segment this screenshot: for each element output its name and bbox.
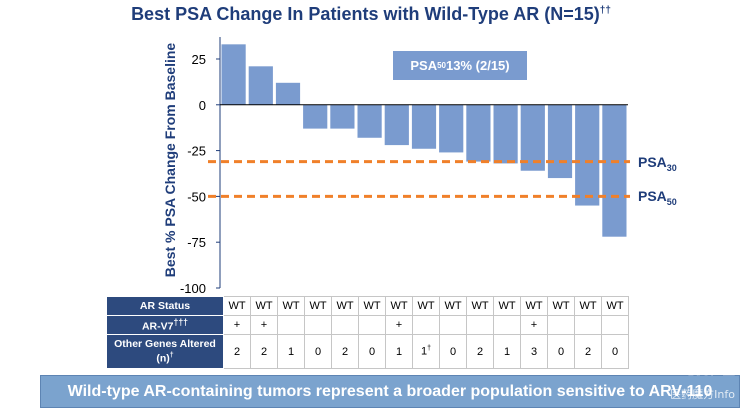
bar-patient-3: [275, 82, 301, 105]
table-cell: 1: [493, 334, 521, 369]
psa30-label-main: PSA: [638, 154, 667, 170]
annotation-prefix: PSA: [410, 58, 438, 73]
bar-patient-13: [547, 104, 573, 179]
bar-patient-11: [493, 104, 518, 164]
table-cell: [547, 315, 575, 335]
table-cell: 0: [358, 334, 386, 369]
table-cell: WT: [412, 296, 440, 316]
table-row: AR-V7††† + + + +: [106, 315, 629, 335]
table-cell: WT: [304, 296, 332, 316]
y-tick-label: 25: [192, 52, 206, 67]
bar-patient-14: [575, 104, 600, 206]
table-cell: 3: [520, 334, 548, 369]
table-cell: 0: [547, 334, 575, 369]
y-tick-label: -100: [180, 281, 206, 296]
table-cell: WT: [358, 296, 386, 316]
chart-title-text: Best PSA Change In Patients with Wild-Ty…: [131, 4, 600, 24]
table-cell: [331, 315, 359, 335]
row-header: AR-V7†††: [106, 315, 224, 335]
watermark-line2: 医药魔方Info: [670, 388, 735, 401]
bar-patient-12: [520, 104, 545, 171]
table-row: AR Status WT WT WT WT WT WT WT WT WT WT WT WT WT WT WT: [106, 296, 629, 316]
bar-patient-4: [303, 104, 328, 129]
bar-patient-2: [248, 66, 273, 105]
table-cell: 2: [223, 334, 251, 369]
y-tick-label: -75: [187, 235, 206, 250]
conclusion-banner: Wild-type AR-containing tumors represent…: [40, 375, 740, 408]
table-cell: 2: [250, 334, 278, 369]
watermark: 老虎社区 医药魔方Info: [641, 358, 735, 408]
bar-patient-15: [602, 104, 627, 237]
table-cell: WT: [331, 296, 359, 316]
table-cell: 0: [439, 334, 467, 369]
row-header: Other Genes Altered (n)†: [106, 334, 224, 369]
row-header: AR Status: [106, 296, 224, 316]
bar-patient-9: [439, 104, 464, 153]
psa50-annotation: PSA 50 13% (2/15): [393, 51, 527, 80]
psa50-label-main: PSA: [638, 188, 667, 204]
table-cell: WT: [250, 296, 278, 316]
table-cell: WT: [520, 296, 548, 316]
table-cell: +: [223, 315, 251, 335]
waterfall-chart: 25 0 -25 -50 -75 -100: [180, 37, 630, 296]
table-cell: [277, 315, 305, 335]
table-cell: 0: [304, 334, 332, 369]
y-tick-label: 0: [199, 98, 206, 113]
table-cell: +: [385, 315, 413, 335]
table-cell: WT: [277, 296, 305, 316]
y-tick-label: -25: [187, 144, 206, 159]
table-cell: 1†: [412, 334, 440, 369]
table-cell: +: [250, 315, 278, 335]
title-footnote: ††: [599, 5, 611, 16]
table-cell: +: [520, 315, 548, 335]
psa50-label: PSA50: [638, 188, 677, 207]
table-cell: WT: [223, 296, 251, 316]
bar-patient-7: [384, 104, 409, 146]
patient-attributes-table: AR Status WT WT WT WT WT WT WT WT WT WT WT WT WT WT WT A…: [106, 296, 629, 369]
annotation-text: 13% (2/15): [446, 58, 510, 73]
watermark-line1: 老虎社区: [682, 363, 735, 378]
table-cell: [574, 315, 602, 335]
table-row: Other Genes Altered (n)† 2 2 1 0 2 0 1 1† 0 2 1 3 0 2 0: [106, 334, 629, 369]
table-cell: 1: [385, 334, 413, 369]
table-cell: WT: [547, 296, 575, 316]
table-cell: 2: [466, 334, 494, 369]
chart-title: Best PSA Change In Patients with Wild-Ty…: [0, 4, 742, 25]
psa50-label-sub: 50: [666, 196, 677, 207]
table-cell: [601, 315, 629, 335]
bar-patient-10: [466, 104, 491, 162]
bar-patient-8: [411, 104, 437, 149]
bar-patient-6: [357, 104, 382, 138]
table-cell: [439, 315, 467, 335]
annotation-sub: 50: [437, 61, 447, 70]
table-cell: WT: [574, 296, 602, 316]
table-cell: WT: [493, 296, 521, 316]
table-cell: WT: [466, 296, 494, 316]
bar-patient-1: [221, 44, 246, 105]
table-cell: [358, 315, 386, 335]
psa30-label-sub: 30: [666, 162, 677, 173]
table-cell: [304, 315, 332, 335]
table-cell: [466, 315, 494, 335]
table-cell: [412, 315, 440, 335]
table-cell: WT: [439, 296, 467, 316]
table-cell: [493, 315, 521, 335]
table-cell: WT: [385, 296, 413, 316]
table-cell: 2: [331, 334, 359, 369]
table-cell: 1: [277, 334, 305, 369]
watermark-logo-icon: [655, 359, 671, 375]
y-tick-label: -50: [187, 189, 206, 204]
bar-patient-5: [330, 104, 355, 129]
table-cell: 0: [601, 334, 629, 369]
psa30-label: PSA30: [638, 154, 677, 173]
table-cell: 2: [574, 334, 602, 369]
table-cell: WT: [601, 296, 629, 316]
